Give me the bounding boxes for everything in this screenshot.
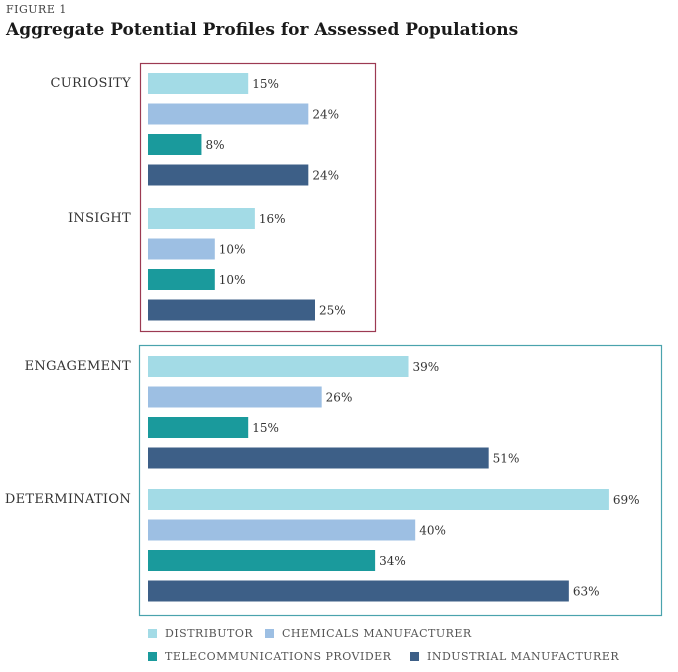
legend-swatch-distributor bbox=[148, 629, 157, 638]
bar-curiosity-telecommunications-provider bbox=[148, 134, 202, 155]
data-label-determination-industrial-manufacturer: 63% bbox=[573, 585, 600, 599]
bar-curiosity-industrial-manufacturer bbox=[148, 164, 309, 186]
data-label-insight-industrial-manufacturer: 25% bbox=[319, 304, 346, 318]
bar-engagement-distributor bbox=[148, 356, 409, 377]
bar-curiosity-chemicals-manufacturer bbox=[148, 103, 309, 125]
legend-label-chemicals-manufacturer: CHEMICALS MANUFACTURER bbox=[282, 627, 472, 640]
group-frame-1 bbox=[139, 62, 377, 333]
category-label-insight: INSIGHT bbox=[68, 211, 131, 226]
bar-determination-telecommunications-provider bbox=[148, 550, 376, 571]
data-label-determination-distributor: 69% bbox=[613, 493, 640, 507]
bar-insight-telecommunications-provider bbox=[148, 269, 215, 290]
legend-item-telecommunications-provider: TELECOMMUNICATIONS PROVIDER bbox=[148, 650, 391, 663]
bar-determination-distributor bbox=[148, 489, 609, 510]
chart-title: Aggregate Potential Profiles for Assesse… bbox=[6, 20, 519, 40]
data-label-determination-telecommunications-provider: 34% bbox=[379, 554, 406, 568]
data-label-curiosity-telecommunications-provider: 8% bbox=[205, 138, 224, 152]
bar-determination-chemicals-manufacturer bbox=[148, 519, 416, 541]
bar-insight-distributor bbox=[148, 208, 255, 229]
category-label-determination: DETERMINATION bbox=[5, 492, 131, 507]
bar-engagement-chemicals-manufacturer bbox=[148, 386, 322, 408]
bar-engagement-telecommunications-provider bbox=[148, 417, 249, 438]
legend-label-telecommunications-provider: TELECOMMUNICATIONS PROVIDER bbox=[165, 650, 392, 663]
group-frame-2 bbox=[138, 344, 663, 617]
data-label-curiosity-chemicals-manufacturer: 24% bbox=[312, 108, 339, 122]
data-label-engagement-telecommunications-provider: 15% bbox=[252, 421, 279, 435]
legend-swatch-chemicals-manufacturer bbox=[265, 629, 274, 638]
data-label-engagement-chemicals-manufacturer: 26% bbox=[326, 391, 353, 405]
data-label-curiosity-industrial-manufacturer: 24% bbox=[312, 169, 339, 183]
category-label-curiosity: CURIOSITY bbox=[51, 76, 132, 91]
legend-item-industrial-manufacturer: INDUSTRIAL MANUFACTURER bbox=[410, 650, 619, 663]
data-label-determination-chemicals-manufacturer: 40% bbox=[419, 524, 446, 538]
bar-curiosity-distributor bbox=[148, 73, 249, 94]
data-label-curiosity-distributor: 15% bbox=[252, 77, 279, 91]
legend-label-industrial-manufacturer: INDUSTRIAL MANUFACTURER bbox=[427, 650, 620, 663]
data-label-engagement-distributor: 39% bbox=[413, 360, 440, 374]
legend-item-chemicals-manufacturer: CHEMICALS MANUFACTURER bbox=[265, 627, 472, 640]
legend-item-distributor: DISTRIBUTOR bbox=[148, 627, 253, 640]
data-label-engagement-industrial-manufacturer: 51% bbox=[493, 452, 520, 466]
legend-label-distributor: DISTRIBUTOR bbox=[165, 627, 254, 640]
data-label-insight-telecommunications-provider: 10% bbox=[219, 273, 246, 287]
bar-determination-industrial-manufacturer bbox=[148, 580, 569, 602]
bar-insight-industrial-manufacturer bbox=[148, 299, 315, 321]
data-label-insight-chemicals-manufacturer: 10% bbox=[219, 243, 246, 257]
bar-engagement-industrial-manufacturer bbox=[148, 447, 489, 469]
figure-label: FIGURE 1 bbox=[6, 3, 67, 16]
legend-swatch-industrial-manufacturer bbox=[410, 652, 419, 661]
legend-swatch-telecommunications-provider bbox=[148, 652, 157, 661]
category-label-engagement: ENGAGEMENT bbox=[25, 359, 131, 374]
data-label-insight-distributor: 16% bbox=[259, 212, 286, 226]
bar-insight-chemicals-manufacturer bbox=[148, 238, 215, 260]
bar-chart: CURIOSITY 15% 24% 8% 24% INSIGHT 16% 10% 10% 25% E… bbox=[5, 62, 663, 617]
